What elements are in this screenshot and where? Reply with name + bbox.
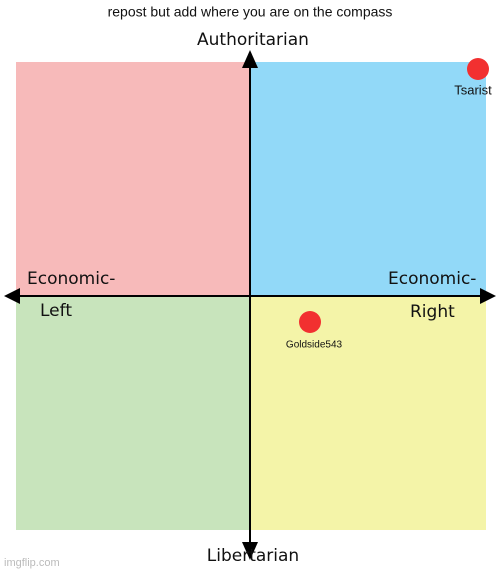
axis-right-label: Economic- [388, 269, 476, 289]
quadrant-lib-left [16, 296, 250, 530]
axis-top-label: Authoritarian [197, 30, 309, 50]
point-label: Tsarist [454, 82, 492, 97]
axis-left-label: Left [40, 301, 72, 321]
arrow-right [480, 288, 496, 304]
axis-right-label: Right [410, 302, 455, 322]
arrow-down [242, 542, 258, 560]
quadrant-auth-left [16, 62, 250, 296]
point-label: Goldside543 [286, 340, 343, 351]
point-dot [467, 58, 489, 80]
watermark: imgflip.com [4, 557, 60, 569]
point-dot [299, 311, 321, 333]
quadrant-auth-right [250, 62, 486, 296]
arrow-left [4, 288, 20, 304]
axis-bottom-label: Libertarian [207, 546, 299, 566]
axis-left-label: Economic- [27, 269, 115, 289]
quadrant-lib-right [250, 296, 486, 530]
caption: repost but add where you are on the comp… [108, 4, 393, 20]
arrow-up [242, 50, 258, 68]
